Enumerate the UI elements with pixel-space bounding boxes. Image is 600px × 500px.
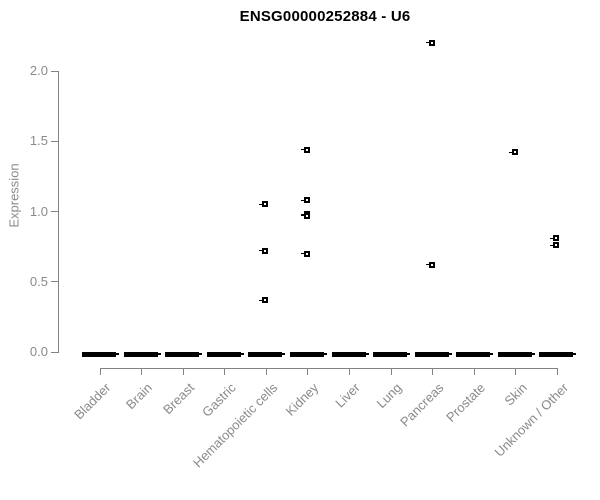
data-point	[550, 235, 560, 242]
x-tick	[182, 368, 184, 375]
zero-expression-cluster	[289, 352, 327, 357]
y-tick-label: 0.5	[29, 273, 48, 289]
zero-expression-cluster	[414, 352, 452, 357]
zero-expression-cluster	[497, 352, 535, 357]
y-axis-line	[58, 71, 59, 353]
y-tick-label: 1.0	[29, 203, 48, 219]
x-category-label: Liver	[332, 380, 364, 411]
x-tick	[473, 368, 475, 375]
y-tick-label: 2.0	[29, 63, 48, 78]
data-point	[300, 212, 310, 219]
data-point	[259, 247, 269, 254]
data-point	[425, 39, 435, 46]
x-tick	[349, 368, 351, 375]
x-category-label: Bladder	[71, 380, 114, 423]
x-tick	[141, 368, 143, 375]
x-tick	[515, 368, 517, 375]
data-point	[259, 297, 269, 303]
x-category-label: Pancreas	[396, 380, 447, 430]
y-tick-label: 1.5	[29, 133, 48, 149]
x-category-label: Prostate	[443, 380, 488, 425]
y-tick-1.5	[51, 140, 58, 142]
data-point	[508, 149, 518, 156]
zero-expression-cluster	[456, 352, 494, 357]
zero-expression-cluster	[165, 352, 203, 357]
data-point	[300, 250, 310, 257]
y-tick-0.5	[51, 281, 58, 283]
data-point	[550, 242, 560, 249]
data-point	[259, 201, 269, 208]
data-point	[300, 197, 310, 204]
x-category-label: Brain	[123, 380, 156, 413]
data-point	[425, 261, 435, 268]
data-point	[300, 146, 310, 153]
x-category-label: Gastric	[198, 380, 239, 420]
zero-expression-cluster	[373, 352, 411, 357]
x-category-label: Skin	[501, 380, 530, 409]
y-tick-0.0	[51, 351, 58, 353]
x-tick	[99, 368, 101, 375]
y-tick-1.0	[51, 211, 58, 212]
x-tick	[224, 368, 226, 375]
y-tick-2.0	[51, 70, 58, 72]
y-tick-label: 0.0	[29, 344, 48, 359]
x-tick	[432, 368, 434, 375]
zero-expression-cluster	[248, 352, 286, 357]
x-tick	[390, 368, 392, 375]
x-category-label: Lung	[373, 380, 405, 412]
zero-expression-cluster	[331, 352, 369, 357]
zero-expression-cluster	[206, 352, 244, 357]
x-tick	[265, 368, 267, 375]
x-category-label: Breast	[159, 380, 197, 418]
x-axis-line	[100, 368, 558, 369]
x-tick	[556, 368, 558, 375]
zero-expression-cluster	[123, 352, 161, 357]
chart-title: ENSG00000252884 - U6	[239, 8, 411, 25]
x-tick	[307, 368, 309, 375]
zero-expression-cluster	[82, 352, 119, 357]
zero-expression-cluster	[539, 352, 577, 357]
x-category-label: Unknown / Other	[491, 380, 572, 460]
x-category-label: Kidney	[282, 380, 322, 419]
